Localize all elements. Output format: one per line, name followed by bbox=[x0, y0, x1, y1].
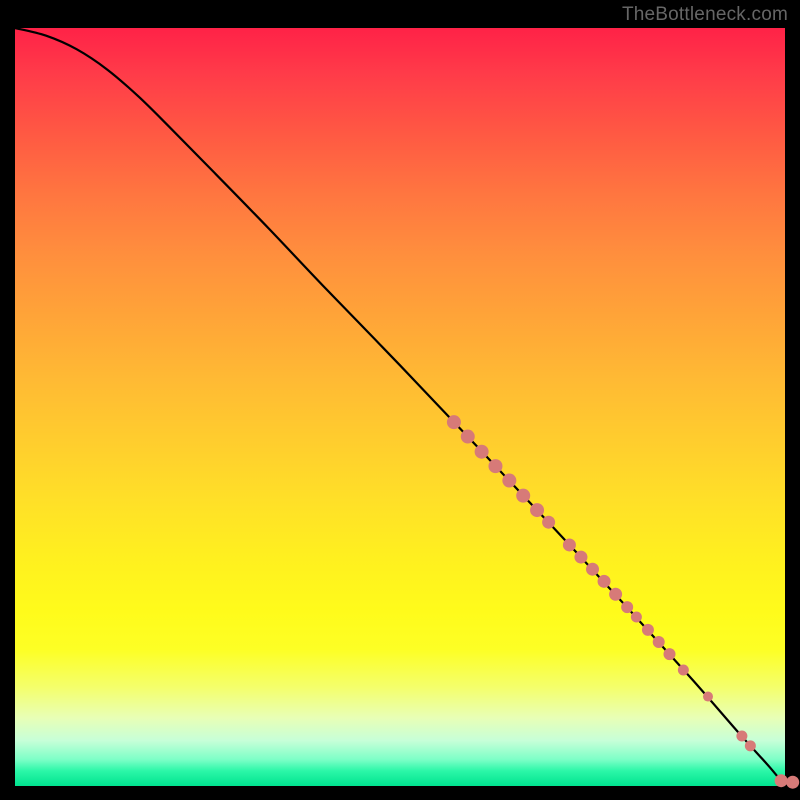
data-marker bbox=[475, 445, 489, 459]
attribution-text: TheBottleneck.com bbox=[622, 4, 788, 26]
data-marker bbox=[563, 538, 576, 551]
data-marker bbox=[598, 575, 611, 588]
data-marker bbox=[631, 611, 642, 622]
plot-area bbox=[15, 28, 785, 786]
chart-svg bbox=[15, 28, 785, 786]
data-marker bbox=[447, 415, 461, 429]
data-marker bbox=[516, 489, 530, 503]
data-marker bbox=[736, 730, 747, 741]
data-marker bbox=[574, 551, 587, 564]
data-marker bbox=[664, 648, 676, 660]
data-marker bbox=[621, 601, 633, 613]
data-marker bbox=[745, 740, 756, 751]
data-marker bbox=[461, 430, 475, 444]
data-marker bbox=[502, 474, 516, 488]
data-marker bbox=[786, 776, 799, 789]
data-marker bbox=[586, 563, 599, 576]
curve-line bbox=[15, 28, 785, 786]
data-marker bbox=[488, 459, 502, 473]
data-marker bbox=[775, 774, 788, 787]
data-marker bbox=[678, 665, 689, 676]
data-marker bbox=[530, 503, 544, 517]
data-marker bbox=[542, 516, 555, 529]
data-marker bbox=[703, 692, 713, 702]
data-marker bbox=[653, 636, 665, 648]
data-marker bbox=[609, 588, 622, 601]
stage: TheBottleneck.com bbox=[0, 0, 800, 800]
data-marker bbox=[642, 624, 654, 636]
